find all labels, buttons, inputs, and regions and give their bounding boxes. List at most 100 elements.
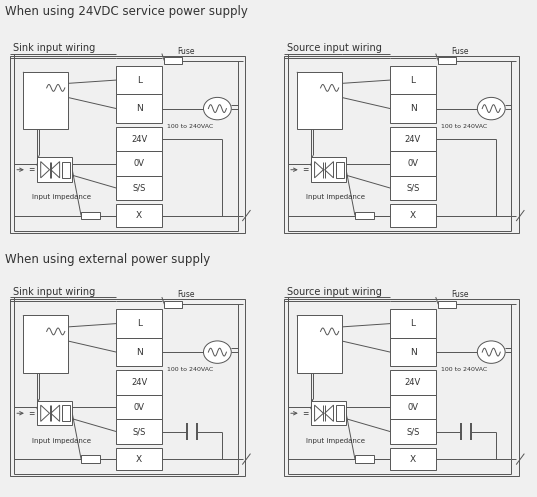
Bar xyxy=(62,162,70,178)
Bar xyxy=(390,152,436,176)
Circle shape xyxy=(477,341,505,363)
Text: X: X xyxy=(136,211,142,220)
Bar xyxy=(10,299,245,477)
Circle shape xyxy=(204,97,231,120)
Bar xyxy=(117,309,162,338)
Polygon shape xyxy=(51,405,60,421)
Bar xyxy=(37,158,72,182)
Text: Input impedance: Input impedance xyxy=(32,438,91,444)
Text: N: N xyxy=(136,104,142,113)
Bar xyxy=(297,72,343,129)
Bar xyxy=(284,299,519,477)
Bar xyxy=(390,204,436,227)
Bar xyxy=(117,395,162,419)
Text: X: X xyxy=(410,455,416,464)
Bar xyxy=(117,152,162,176)
Text: N: N xyxy=(410,347,416,357)
Text: Fuse: Fuse xyxy=(177,290,194,299)
Text: When using external power supply: When using external power supply xyxy=(5,253,211,266)
Text: L: L xyxy=(136,319,142,328)
Text: S/S: S/S xyxy=(407,183,420,192)
Polygon shape xyxy=(325,405,333,421)
Text: S/S: S/S xyxy=(133,183,146,192)
Text: L: L xyxy=(136,76,142,84)
Text: Source input wiring: Source input wiring xyxy=(287,287,382,297)
Text: 24V: 24V xyxy=(405,135,421,144)
Bar xyxy=(390,419,436,444)
Text: Source input wiring: Source input wiring xyxy=(287,43,382,53)
Bar xyxy=(336,405,344,421)
Bar xyxy=(117,419,162,444)
Bar xyxy=(117,204,162,227)
Text: S/S: S/S xyxy=(407,427,420,436)
Text: Fuse: Fuse xyxy=(451,290,468,299)
Text: Sink input wiring: Sink input wiring xyxy=(13,43,95,53)
Text: Fuse: Fuse xyxy=(451,47,468,56)
Text: =: = xyxy=(28,409,35,418)
Text: 24V: 24V xyxy=(405,378,421,387)
Polygon shape xyxy=(325,162,333,178)
Polygon shape xyxy=(315,162,323,178)
Text: Input impedance: Input impedance xyxy=(306,438,365,444)
Bar xyxy=(355,455,374,463)
Text: =: = xyxy=(302,165,309,174)
Polygon shape xyxy=(41,405,49,421)
Bar xyxy=(390,66,436,94)
Bar xyxy=(164,301,182,308)
Text: N: N xyxy=(136,347,142,357)
Bar xyxy=(117,338,162,366)
Text: Fuse: Fuse xyxy=(177,47,194,56)
Text: S/S: S/S xyxy=(133,427,146,436)
Bar xyxy=(355,212,374,219)
Bar xyxy=(390,370,436,395)
Bar xyxy=(117,370,162,395)
Bar xyxy=(117,448,162,470)
Text: 24V: 24V xyxy=(131,135,147,144)
Bar xyxy=(284,56,519,233)
Text: =: = xyxy=(28,165,35,174)
Bar xyxy=(81,212,100,219)
Bar xyxy=(311,158,346,182)
Bar xyxy=(23,72,69,129)
Text: 0V: 0V xyxy=(134,159,144,168)
Text: 100 to 240VAC: 100 to 240VAC xyxy=(167,124,213,129)
Bar xyxy=(390,94,436,123)
Text: Input impedance: Input impedance xyxy=(306,194,365,200)
Bar xyxy=(62,405,70,421)
Bar xyxy=(336,162,344,178)
Text: 0V: 0V xyxy=(408,403,418,412)
Bar xyxy=(117,94,162,123)
Circle shape xyxy=(477,97,505,120)
Polygon shape xyxy=(51,162,60,178)
Bar xyxy=(438,301,456,308)
Bar xyxy=(23,316,69,373)
Text: X: X xyxy=(410,211,416,220)
Bar xyxy=(390,338,436,366)
Text: 24V: 24V xyxy=(131,378,147,387)
Bar xyxy=(117,176,162,200)
Bar xyxy=(390,309,436,338)
Text: Input impedance: Input impedance xyxy=(32,194,91,200)
Text: X: X xyxy=(136,455,142,464)
Bar xyxy=(297,316,343,373)
Bar xyxy=(390,176,436,200)
Text: 100 to 240VAC: 100 to 240VAC xyxy=(441,367,487,372)
Text: 0V: 0V xyxy=(408,159,418,168)
Polygon shape xyxy=(41,162,49,178)
Text: 100 to 240VAC: 100 to 240VAC xyxy=(167,367,213,372)
Text: L: L xyxy=(410,76,416,84)
Bar xyxy=(438,57,456,65)
Bar xyxy=(37,401,72,425)
Bar xyxy=(390,395,436,419)
Text: N: N xyxy=(410,104,416,113)
Bar xyxy=(10,56,245,233)
Bar xyxy=(117,127,162,152)
Text: When using 24VDC service power supply: When using 24VDC service power supply xyxy=(5,5,248,18)
Text: Sink input wiring: Sink input wiring xyxy=(13,287,95,297)
Bar xyxy=(117,66,162,94)
Text: L: L xyxy=(410,319,416,328)
Bar xyxy=(390,127,436,152)
Circle shape xyxy=(204,341,231,363)
Bar xyxy=(390,448,436,470)
Polygon shape xyxy=(315,405,323,421)
